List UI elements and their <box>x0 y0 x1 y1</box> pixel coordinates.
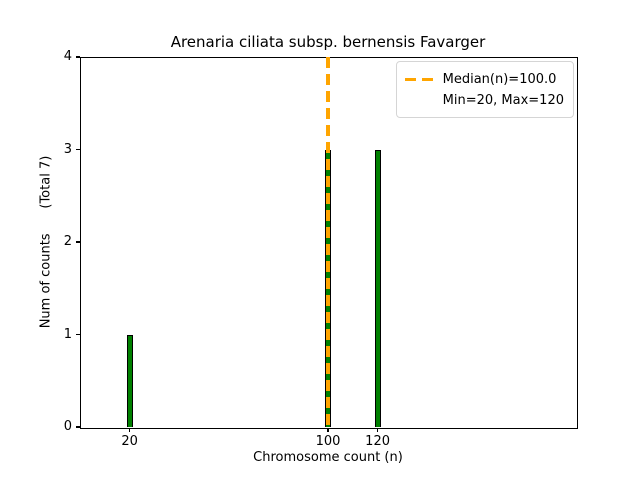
y-tick-4 <box>76 56 80 58</box>
x-tick-120 <box>377 428 379 432</box>
x-tick-100 <box>327 428 329 432</box>
x-tick-label-20: 20 <box>121 434 138 449</box>
legend-minmax-label: Min=20, Max=120 <box>442 93 564 108</box>
x-tick-label-120: 120 <box>365 434 390 449</box>
median-line <box>326 57 330 427</box>
x-tick-20 <box>129 428 131 432</box>
legend-row-median: Median(n)=100.0 <box>404 69 564 90</box>
bar-n120 <box>374 149 381 427</box>
y-tick-2 <box>76 241 80 243</box>
y-tick-3 <box>76 148 80 151</box>
legend-median-label: Median(n)=100.0 <box>442 72 557 87</box>
y-tick-label-2: 2 <box>63 234 72 249</box>
x-tick-label-100: 100 <box>315 434 341 449</box>
bar-n20 <box>126 334 133 427</box>
x-axis-label: Chromosome count (n) <box>253 450 403 465</box>
legend-row-minmax: Min=20, Max=120 <box>405 90 564 111</box>
median-dashed-line-swatch <box>404 78 433 81</box>
y-tick-label-3: 3 <box>63 141 72 157</box>
legend: Median(n)=100.0 Min=20, Max=120 <box>395 61 574 118</box>
y-tick-0 <box>76 426 80 428</box>
y-tick-label-4: 4 <box>63 49 72 64</box>
y-tick-label-0: 0 <box>63 419 72 434</box>
y-tick-1 <box>76 333 80 336</box>
chart-title: Arenaria ciliata subsp. bernensis Favarg… <box>170 33 486 51</box>
y-tick-label-1: 1 <box>63 326 72 342</box>
